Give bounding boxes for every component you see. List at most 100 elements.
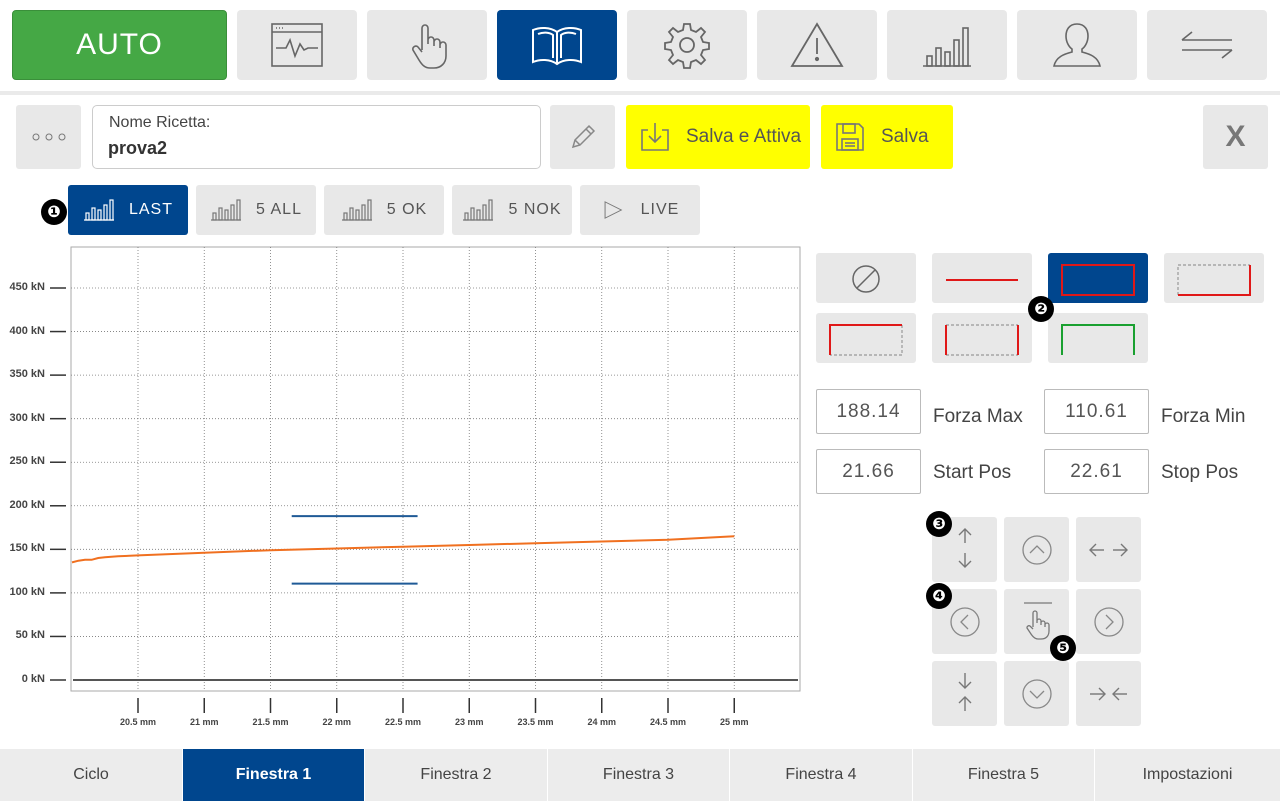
recipe-name-label: Nome Ricetta: xyxy=(109,114,211,131)
auto-mode-label: AUTO xyxy=(76,28,163,61)
pencil-icon xyxy=(571,124,595,149)
x-tick-label: 23 mm xyxy=(454,717,484,727)
move-down-button[interactable] xyxy=(1004,661,1069,726)
edit-name-button[interactable] xyxy=(550,105,615,169)
more-dots-icon xyxy=(32,133,65,141)
expand-horizontal-icon xyxy=(1089,543,1128,557)
mode-tab-5-all[interactable]: 5 ALL xyxy=(196,185,316,235)
window-type-open-bottom[interactable] xyxy=(816,313,916,363)
force-curve-series xyxy=(71,535,735,564)
line-window-icon xyxy=(946,279,1018,281)
more-options-button[interactable] xyxy=(16,105,81,169)
alarms-nav-button[interactable] xyxy=(757,10,877,80)
y-tick-label: 350 kN xyxy=(9,368,45,381)
start-pos-input[interactable]: 21.66 xyxy=(816,449,921,494)
mode-tab-last[interactable]: LAST xyxy=(68,185,188,235)
mode-tab-5-ok[interactable]: 5 OK xyxy=(324,185,444,235)
tab-finestra-3[interactable]: Finestra 3 xyxy=(548,749,730,801)
window-type-green-open-top[interactable] xyxy=(1048,313,1148,363)
recipe-name-field[interactable]: Nome Ricetta: prova2 xyxy=(92,105,541,169)
recipe-nav-button[interactable] xyxy=(497,10,617,80)
expand-vertical-icon xyxy=(958,528,972,568)
forza-max-input[interactable]: 188.14 xyxy=(816,389,921,434)
warning-icon xyxy=(790,22,844,67)
bar-chart-icon xyxy=(463,199,494,221)
window-type-box[interactable] xyxy=(1048,253,1148,303)
window-type-none[interactable] xyxy=(816,253,916,303)
move-up-button[interactable] xyxy=(1004,517,1069,582)
mode-tab-label: 5 ALL xyxy=(256,201,302,218)
shrink-horizontal-button[interactable] xyxy=(1076,661,1141,726)
tab-finestra-2[interactable]: Finestra 2 xyxy=(365,749,548,801)
chevron-right-circle-icon xyxy=(1094,607,1124,637)
move-right-button[interactable] xyxy=(1076,589,1141,654)
swap-arrows-icon xyxy=(1181,31,1233,59)
close-button[interactable]: X xyxy=(1203,105,1268,169)
callout-badge-4: ❹ xyxy=(926,583,952,609)
y-tick-label: 100 kN xyxy=(9,585,45,598)
tab-ciclo[interactable]: Ciclo xyxy=(0,749,183,801)
start-pos-label: Start Pos xyxy=(933,462,1012,483)
box-open-sides-icon xyxy=(945,324,1019,356)
chevron-up-circle-icon xyxy=(1022,535,1052,565)
settings-nav-button[interactable] xyxy=(627,10,747,80)
none-icon xyxy=(852,265,880,293)
callout-badge-1: ❶ xyxy=(41,199,67,225)
bar-chart-icon xyxy=(923,27,971,67)
box-window-icon xyxy=(1061,264,1135,296)
tab-label: Finestra 4 xyxy=(785,766,857,783)
x-tick-label: 20.5 mm xyxy=(119,717,157,727)
y-tick-label: 150 kN xyxy=(9,542,45,555)
tab-finestra-5[interactable]: Finestra 5 xyxy=(913,749,1095,801)
close-label: X xyxy=(1225,120,1246,153)
monitor-nav-button[interactable] xyxy=(237,10,357,80)
gear-icon xyxy=(664,23,710,69)
forza-min-input[interactable]: 110.61 xyxy=(1044,389,1149,434)
window-type-line[interactable] xyxy=(932,253,1032,303)
callout-badge-3: ❸ xyxy=(926,511,952,537)
auto-mode-button[interactable]: AUTO xyxy=(12,10,227,80)
download-icon xyxy=(641,123,669,151)
user-nav-button[interactable] xyxy=(1017,10,1137,80)
bar-chart-icon xyxy=(83,199,114,221)
floppy-disk-icon xyxy=(836,123,864,151)
stop-pos-label: Stop Pos xyxy=(1161,462,1239,483)
tab-finestra-4[interactable]: Finestra 4 xyxy=(730,749,913,801)
play-icon xyxy=(604,201,623,219)
monitor-icon xyxy=(271,23,323,67)
tab-label: Finestra 3 xyxy=(602,766,675,783)
save-button[interactable]: Salva xyxy=(821,105,953,169)
tab-impostazioni[interactable]: Impostazioni xyxy=(1095,749,1280,801)
y-tick-label: 200 kN xyxy=(9,498,45,511)
user-icon xyxy=(1053,23,1101,67)
x-tick-label: 23.5 mm xyxy=(517,717,554,727)
x-tick-label: 24 mm xyxy=(587,717,617,727)
tab-finestra-1[interactable]: Finestra 1 xyxy=(183,749,365,801)
window-type-open-sides[interactable] xyxy=(932,313,1032,363)
save-and-activate-button[interactable]: Salva e Attiva xyxy=(626,105,810,169)
header-divider xyxy=(0,91,1280,95)
shrink-horizontal-icon xyxy=(1090,687,1127,701)
mode-tab-5-nok[interactable]: 5 NOK xyxy=(452,185,572,235)
exchange-nav-button[interactable] xyxy=(1147,10,1267,80)
stop-pos-input[interactable]: 22.61 xyxy=(1044,449,1149,494)
statistics-nav-button[interactable] xyxy=(887,10,1007,80)
chevron-down-circle-icon xyxy=(1022,679,1052,709)
y-tick-label: 300 kN xyxy=(9,411,45,424)
y-tick-label: 250 kN xyxy=(9,455,45,468)
x-tick-label: 25 mm xyxy=(719,717,749,727)
y-tick-label: 450 kN xyxy=(9,281,45,293)
expand-horizontal-button[interactable] xyxy=(1076,517,1141,582)
x-tick-label: 22.5 mm xyxy=(384,717,422,727)
window-type-open-top[interactable] xyxy=(1164,253,1264,303)
mode-tab-live[interactable]: LIVE xyxy=(580,185,700,235)
x-tick-label: 22 mm xyxy=(322,717,352,727)
y-tick-label: 0 kN xyxy=(21,673,45,685)
shrink-vertical-button[interactable] xyxy=(932,661,997,726)
mode-tab-label: 5 NOK xyxy=(508,201,562,218)
x-tick-label: 21.5 mm xyxy=(252,717,289,727)
mode-tab-label: LAST xyxy=(128,201,173,218)
manual-nav-button[interactable] xyxy=(367,10,487,80)
box-open-top-icon xyxy=(1177,264,1251,296)
